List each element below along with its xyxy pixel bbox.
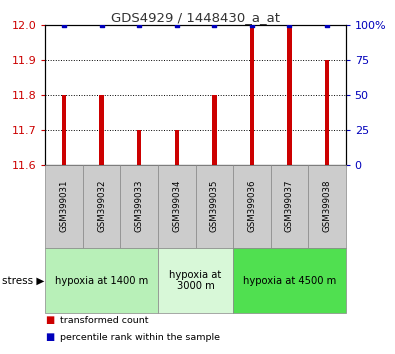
Bar — [62, 95, 66, 165]
Point — [286, 22, 292, 28]
Text: GSM399036: GSM399036 — [247, 180, 256, 233]
Text: transformed count: transformed count — [60, 316, 149, 325]
Text: hypoxia at
3000 m: hypoxia at 3000 m — [169, 270, 222, 291]
Bar — [325, 60, 329, 165]
Point — [324, 22, 330, 28]
Text: GSM399031: GSM399031 — [60, 180, 69, 233]
Text: GSM399037: GSM399037 — [285, 180, 294, 233]
Text: GSM399034: GSM399034 — [172, 180, 181, 233]
Point — [211, 22, 217, 28]
Bar — [212, 95, 216, 165]
Point — [99, 22, 105, 28]
Bar — [287, 25, 292, 165]
Bar — [250, 25, 254, 165]
Text: hypoxia at 4500 m: hypoxia at 4500 m — [243, 275, 336, 286]
Text: ■: ■ — [45, 332, 55, 342]
Text: percentile rank within the sample: percentile rank within the sample — [60, 333, 220, 342]
Point — [61, 22, 67, 28]
Text: GSM399033: GSM399033 — [135, 180, 144, 233]
Point — [249, 22, 255, 28]
Text: hypoxia at 1400 m: hypoxia at 1400 m — [55, 275, 149, 286]
Text: GSM399035: GSM399035 — [210, 180, 219, 233]
Bar — [175, 130, 179, 165]
Text: ■: ■ — [45, 315, 55, 325]
Text: stress ▶: stress ▶ — [2, 275, 44, 286]
Point — [136, 22, 143, 28]
Point — [173, 22, 180, 28]
Bar — [100, 95, 104, 165]
Text: GSM399032: GSM399032 — [97, 180, 106, 233]
Title: GDS4929 / 1448430_a_at: GDS4929 / 1448430_a_at — [111, 11, 280, 24]
Bar — [137, 130, 141, 165]
Text: GSM399038: GSM399038 — [322, 180, 331, 233]
